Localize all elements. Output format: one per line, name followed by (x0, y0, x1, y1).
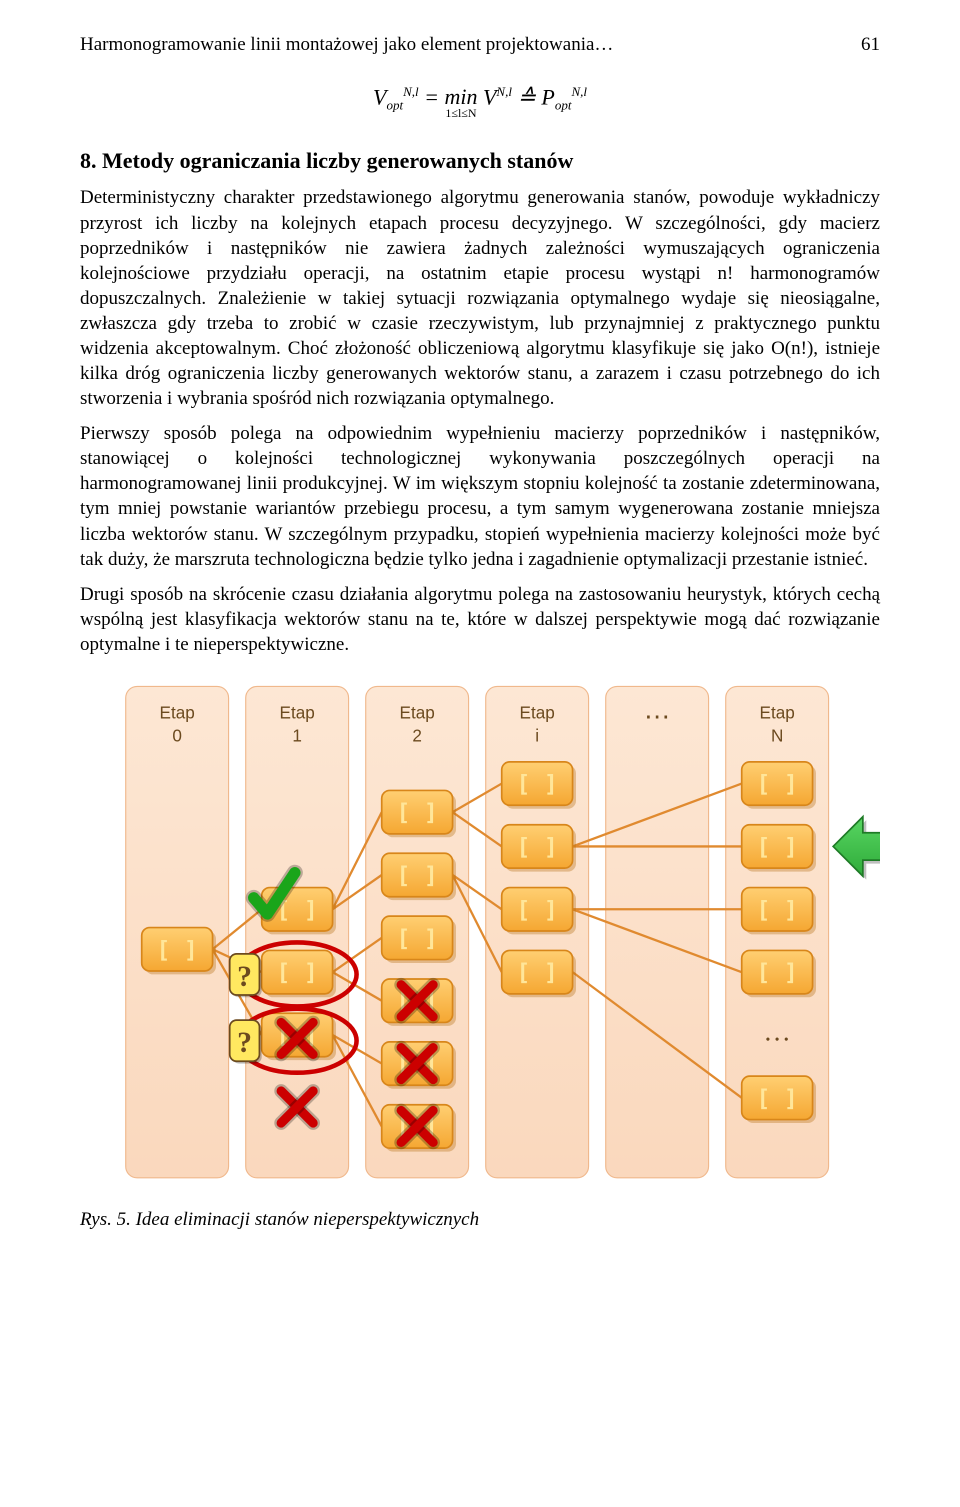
svg-text:Etap: Etap (760, 702, 795, 722)
svg-text:[ ]: [ ] (517, 771, 558, 797)
section-heading: 8. Metody ograniczania liczby generowany… (80, 146, 880, 175)
svg-text:N: N (771, 725, 783, 745)
equation: VoptN,l = min1≤l≤N VN,l ≙ PoptN,l (80, 85, 880, 120)
paragraph: Drugi sposób na skrócenie czasu działani… (80, 582, 880, 657)
svg-text:…: … (763, 1017, 790, 1047)
svg-text:[ ]: [ ] (757, 1086, 798, 1112)
svg-text:Etap: Etap (280, 702, 315, 722)
svg-text:[ ]: [ ] (517, 834, 558, 860)
svg-text:[ ]: [ ] (757, 960, 798, 986)
svg-text:[ ]: [ ] (517, 960, 558, 986)
svg-text:?: ? (237, 1027, 252, 1059)
svg-text:[ ]: [ ] (757, 834, 798, 860)
diagram-svg: Etap 0 Etap 1 Etap 2 Etap i … Etap N … [ ] [ ] [ ] [ ] [… (80, 675, 880, 1189)
svg-text:[ ]: [ ] (757, 897, 798, 923)
running-head-title: Harmonogramowanie linii montażowej jako … (80, 32, 613, 57)
svg-text:0: 0 (172, 725, 182, 745)
svg-text:1: 1 (292, 725, 302, 745)
svg-text:2: 2 (412, 725, 422, 745)
svg-text:[ ]: [ ] (757, 771, 798, 797)
svg-text:i: i (535, 725, 539, 745)
svg-text:[ ]: [ ] (517, 897, 558, 923)
svg-text:[ ]: [ ] (397, 926, 438, 952)
paragraph: Pierwszy sposób polega na odpowiednim wy… (80, 421, 880, 571)
svg-text:Etap: Etap (160, 702, 195, 722)
svg-text:Etap: Etap (400, 702, 435, 722)
svg-text:[ ]: [ ] (397, 863, 438, 889)
section-number: 8. (80, 148, 97, 173)
svg-text:[ ]: [ ] (157, 937, 198, 963)
svg-text:Etap: Etap (520, 702, 555, 722)
svg-text:…: … (643, 693, 670, 724)
page-number: 61 (861, 32, 880, 57)
figure: Etap 0 Etap 1 Etap 2 Etap i … Etap N … [ ] [ ] [ ] [ ] [… (80, 675, 880, 1189)
svg-text:?: ? (237, 961, 252, 993)
section-title: Metody ograniczania liczby generowanych … (102, 148, 573, 173)
running-head: Harmonogramowanie linii montażowej jako … (80, 32, 880, 57)
svg-text:[ ]: [ ] (277, 960, 318, 986)
svg-text:[ ]: [ ] (397, 800, 438, 826)
paragraph: Deterministyczny charakter przedstawione… (80, 185, 880, 411)
figure-caption: Rys. 5. Idea eliminacji stanów nieperspe… (80, 1207, 880, 1232)
